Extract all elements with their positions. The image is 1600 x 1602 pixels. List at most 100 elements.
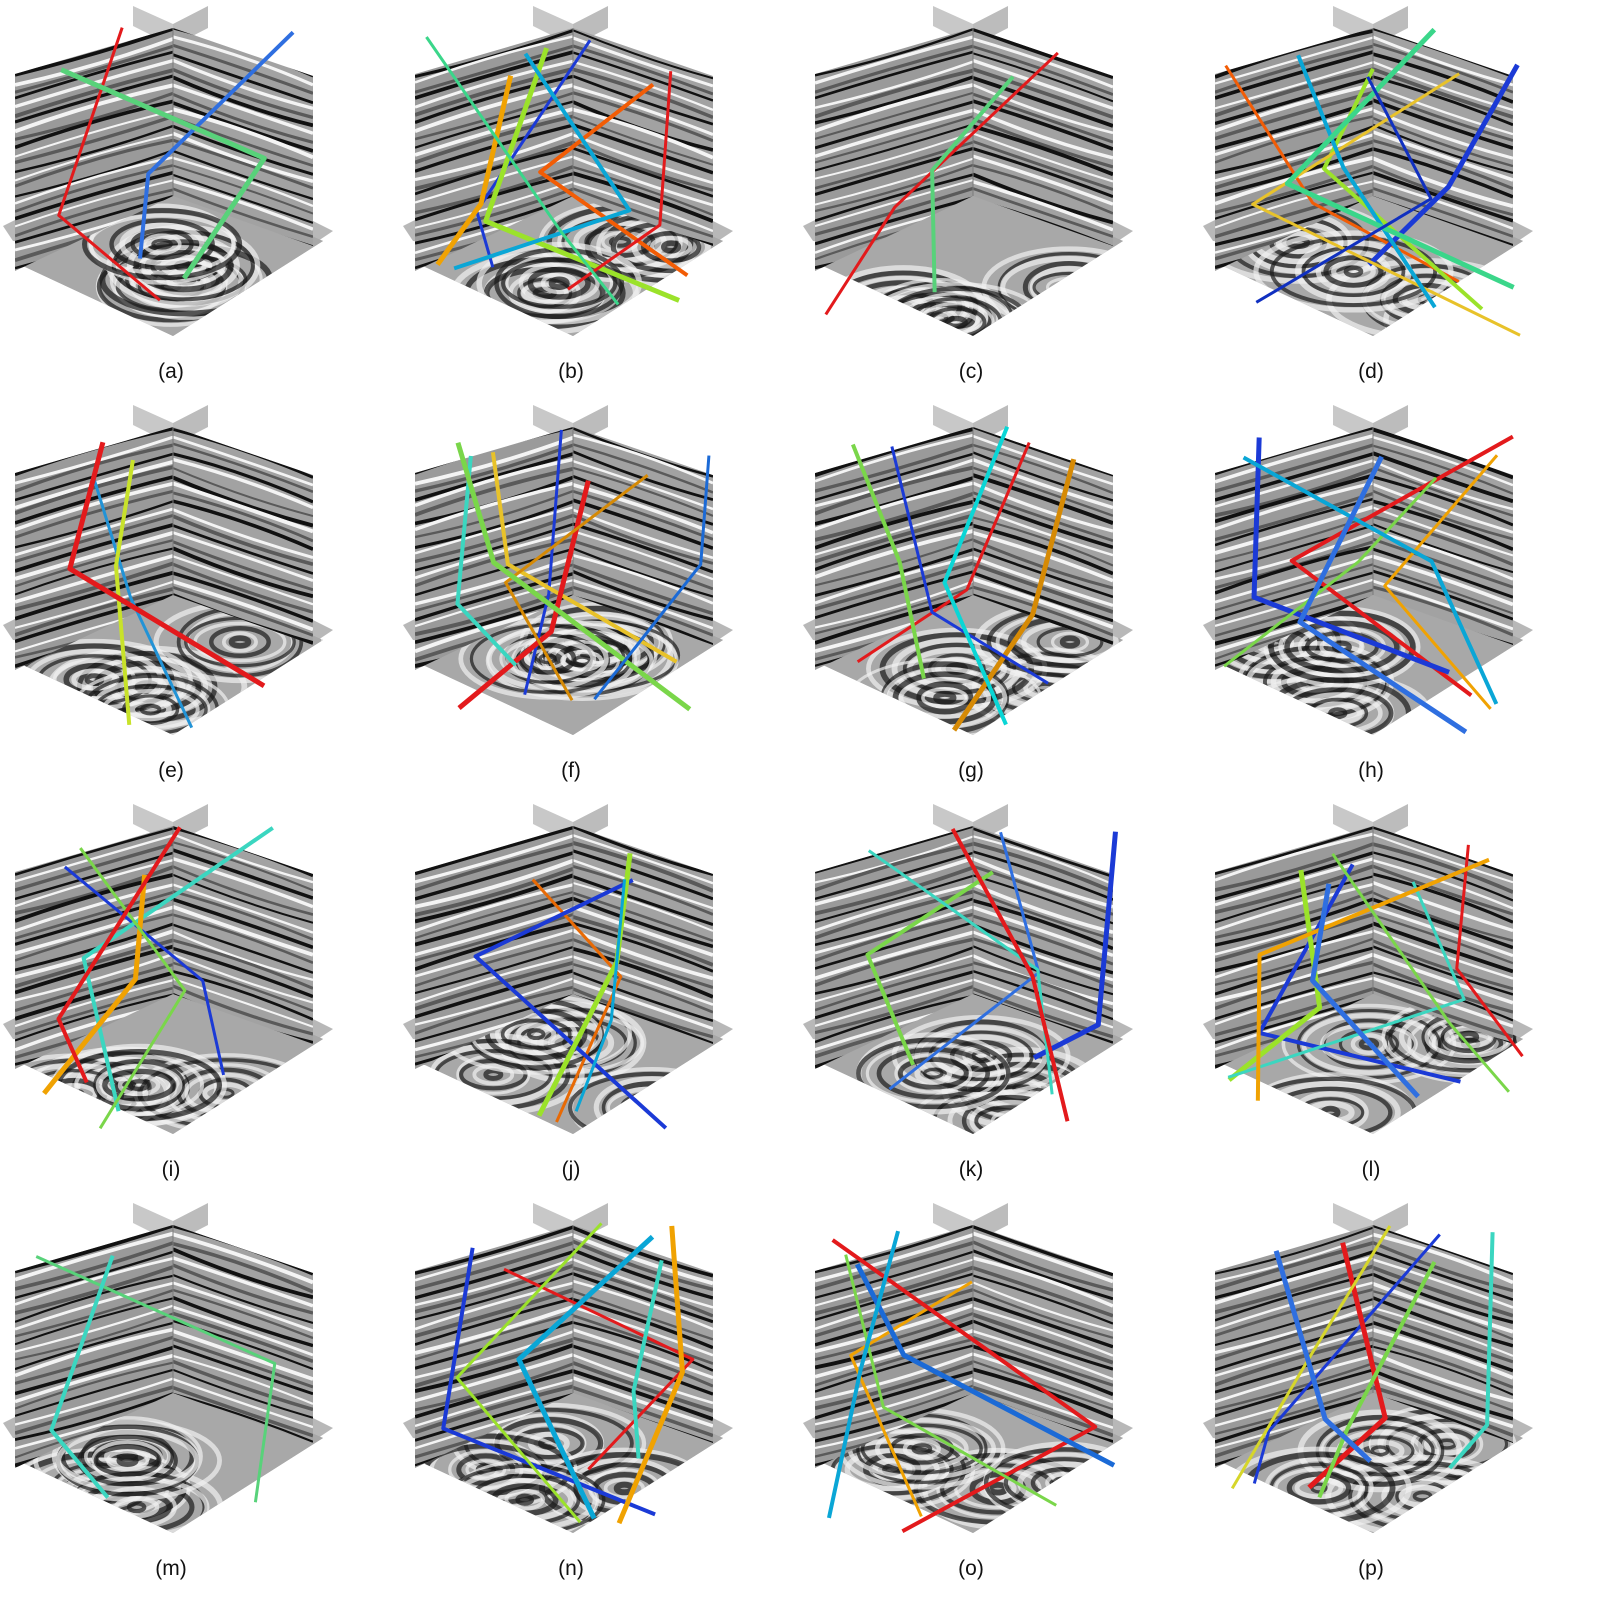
seismic-cube-view bbox=[1203, 1203, 1533, 1533]
panel-caption: (n) bbox=[558, 1557, 584, 1580]
fault-trace bbox=[1317, 1261, 1437, 1499]
fault-trace bbox=[826, 1230, 900, 1519]
seismic-cube-view bbox=[803, 405, 1133, 735]
fault-trace bbox=[531, 878, 623, 1123]
seismic-panel-e: (e) bbox=[3, 405, 403, 804]
fault-trace bbox=[503, 1267, 695, 1471]
seismic-cube-view bbox=[1203, 6, 1533, 337]
fault-trace bbox=[79, 847, 187, 1130]
fault-trace bbox=[1310, 883, 1420, 1099]
panel-caption: (c) bbox=[958, 360, 984, 383]
panel-caption: (k) bbox=[958, 1158, 984, 1181]
fault-trace bbox=[1367, 63, 1520, 267]
seismic-panel-m: (m) bbox=[3, 1203, 403, 1602]
panel-caption: (b) bbox=[558, 360, 584, 383]
fault-trace bbox=[1251, 437, 1450, 675]
seismic-cube-view bbox=[403, 804, 733, 1134]
fault-trace bbox=[593, 455, 711, 701]
fault-trace bbox=[1273, 1250, 1373, 1464]
panel-caption: (h) bbox=[1358, 759, 1384, 782]
fault-trace bbox=[1230, 1225, 1392, 1490]
fault-trace bbox=[81, 826, 274, 1112]
seismic-panel-d: (d) bbox=[1203, 6, 1600, 405]
fault-trace bbox=[473, 878, 668, 1130]
fault-trace bbox=[567, 71, 673, 291]
seismic-cube-view bbox=[403, 405, 733, 735]
fault-trace bbox=[63, 865, 226, 1076]
seismic-cube-view bbox=[803, 804, 1133, 1134]
fault-trace bbox=[867, 849, 1054, 1095]
fault-trace bbox=[49, 1254, 115, 1499]
seismic-cube-view bbox=[803, 6, 1133, 336]
fault-trace bbox=[138, 30, 295, 259]
fault-trace bbox=[890, 446, 1049, 685]
fault-trace bbox=[930, 75, 1015, 293]
fault-trace bbox=[844, 1254, 1057, 1507]
fault-trace bbox=[616, 1225, 685, 1525]
fault-trace bbox=[483, 47, 680, 303]
panel-caption: (l) bbox=[1361, 1158, 1381, 1181]
fault-trace bbox=[950, 827, 1070, 1122]
fault-trace bbox=[60, 67, 267, 280]
fault-trace bbox=[453, 52, 632, 271]
fault-trace bbox=[67, 441, 266, 689]
panel-caption: (f) bbox=[561, 759, 581, 782]
panel-caption: (g) bbox=[958, 759, 984, 782]
fault-trace bbox=[1242, 455, 1499, 705]
seismic-panel-f: (f) bbox=[403, 405, 803, 804]
fault-trace bbox=[1255, 857, 1490, 1101]
fault-trace bbox=[1032, 831, 1118, 1060]
seismic-panel-n: (n) bbox=[403, 1203, 803, 1602]
seismic-cube-view bbox=[3, 405, 333, 735]
panel-caption: (o) bbox=[958, 1557, 984, 1580]
fault-trace bbox=[1448, 1232, 1495, 1470]
fault-trace bbox=[1223, 476, 1438, 668]
fault-trace bbox=[441, 1247, 656, 1517]
panel-caption: (i) bbox=[161, 1158, 181, 1181]
seismic-panel-i: (i) bbox=[3, 804, 403, 1203]
panel-caption: (d) bbox=[1358, 360, 1384, 383]
fault-trace bbox=[1255, 76, 1433, 304]
fault-trace bbox=[1296, 54, 1437, 309]
seismic-cube-view bbox=[403, 1203, 733, 1533]
fault-trace bbox=[56, 826, 182, 1084]
panel-caption: (p) bbox=[1358, 1557, 1384, 1580]
fault-trace bbox=[865, 870, 994, 1066]
fault-trace bbox=[425, 36, 620, 306]
seismic-panel-k: (k) bbox=[803, 804, 1203, 1203]
fault-trace bbox=[942, 425, 1010, 726]
fault-trace bbox=[435, 75, 514, 267]
fault-trace bbox=[1227, 881, 1466, 1079]
seismic-cube-view bbox=[1203, 804, 1533, 1134]
fault-trace bbox=[516, 1234, 655, 1520]
seismic-panel-o: (o) bbox=[803, 1203, 1203, 1602]
fault-trace bbox=[849, 1280, 973, 1518]
fault-trace bbox=[1383, 454, 1499, 710]
seismic-panel-g: (g) bbox=[803, 405, 1203, 804]
fault-trace bbox=[1252, 1233, 1441, 1484]
seismic-panel-j: (j) bbox=[403, 804, 803, 1203]
fault-trace bbox=[1289, 434, 1514, 697]
seismic-panel-c: (c) bbox=[803, 6, 1203, 405]
fault-trace bbox=[854, 1263, 1116, 1468]
fault-trace bbox=[951, 458, 1077, 732]
seismic-panel-p: (p) bbox=[1203, 1203, 1600, 1602]
fault-trace bbox=[1331, 852, 1511, 1093]
seismic-panel-a: (a) bbox=[3, 6, 403, 405]
fault-trace bbox=[113, 459, 135, 726]
fault-trace bbox=[504, 474, 649, 702]
seismic-panel-b: (b) bbox=[403, 6, 803, 405]
fault-trace bbox=[57, 27, 161, 302]
fault-trace bbox=[1284, 27, 1515, 290]
fault-trace bbox=[824, 51, 1059, 316]
fault-trace bbox=[631, 1259, 664, 1459]
seismic-panel-h: (h) bbox=[1203, 405, 1600, 804]
fault-trace bbox=[574, 879, 627, 1112]
fault-trace bbox=[1224, 64, 1460, 283]
panel-caption: (a) bbox=[158, 360, 184, 383]
seismic-cube-view bbox=[3, 804, 333, 1134]
seismic-cube-view bbox=[3, 6, 333, 336]
seismic-cube-view bbox=[403, 6, 733, 336]
panel-caption: (e) bbox=[158, 759, 184, 782]
